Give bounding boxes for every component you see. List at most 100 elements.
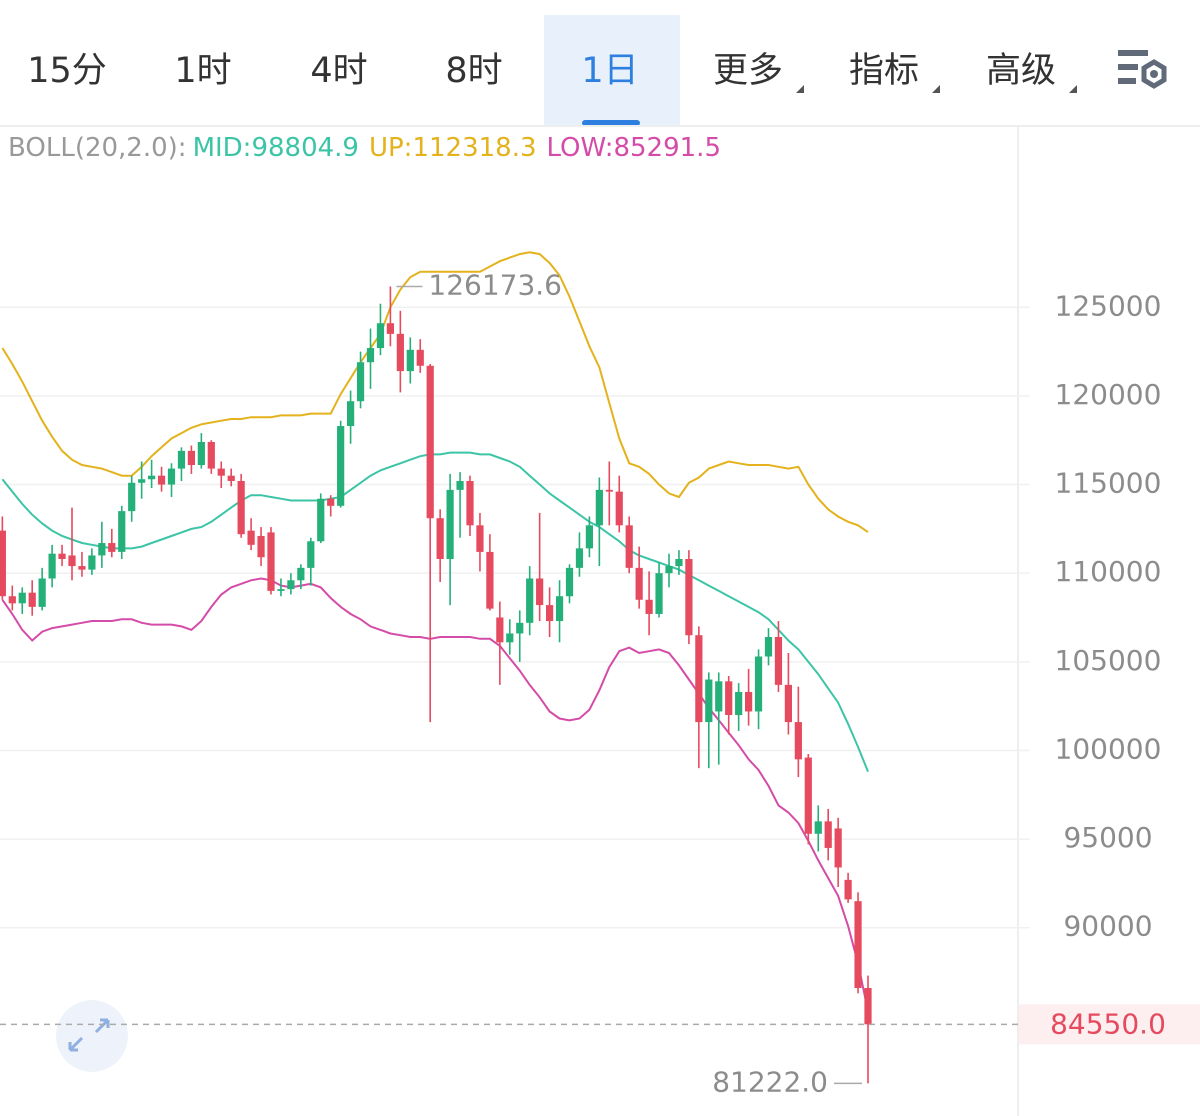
candle-body <box>605 489 613 492</box>
candle-body <box>665 566 673 574</box>
candle-body <box>217 468 225 476</box>
candle-body <box>446 489 454 559</box>
y-tick-label: 125000 <box>1055 289 1162 322</box>
candle-body <box>745 691 753 712</box>
band-line <box>1 251 869 533</box>
candle-body <box>456 481 464 490</box>
last-price-box <box>1019 1004 1200 1045</box>
candle-body <box>555 596 564 622</box>
candle-body <box>247 530 255 545</box>
high-label: 126173.6 <box>428 268 562 301</box>
tab-label[interactable]: 指标 <box>849 51 919 91</box>
candle-body <box>466 481 474 526</box>
candle-body <box>78 566 86 570</box>
candle-body <box>138 479 146 483</box>
tab-label[interactable]: 1日 <box>581 51 638 91</box>
expand-button[interactable] <box>56 1000 128 1072</box>
y-tick-label: 110000 <box>1055 555 1162 588</box>
candle-body <box>38 578 46 607</box>
tab-label[interactable]: 更多 <box>713 51 783 91</box>
candle-body <box>277 589 285 591</box>
settings-icon[interactable] <box>1118 50 1167 89</box>
band-line <box>1 577 869 1012</box>
candle-body <box>416 349 424 366</box>
candle-body <box>715 681 723 712</box>
candle-body <box>834 828 842 868</box>
candle-body <box>675 559 683 567</box>
candle-body <box>8 596 16 604</box>
candle-body <box>595 489 603 526</box>
y-tick-label: 120000 <box>1055 378 1162 411</box>
candle-body <box>148 475 156 480</box>
tab-label[interactable]: 15分 <box>27 51 107 91</box>
tab-label[interactable]: 高级 <box>986 51 1056 91</box>
candle-body <box>257 535 265 558</box>
candle-body <box>347 401 355 427</box>
candle-body <box>486 551 494 609</box>
y-tick-label: 90000 <box>1063 910 1152 943</box>
candle-body <box>396 333 404 372</box>
candle-body <box>506 633 514 643</box>
candle-body <box>864 988 872 1025</box>
candle-body <box>98 543 106 556</box>
candle-body <box>635 567 643 600</box>
candle-body <box>167 468 176 485</box>
candle-body <box>327 498 335 506</box>
candle-body <box>854 901 862 988</box>
candle-body <box>197 442 205 466</box>
candle-body <box>337 426 345 506</box>
low-label: 81222.0 <box>712 1065 828 1098</box>
candle-body <box>476 525 484 552</box>
candle-body <box>585 525 593 549</box>
tab-label[interactable]: 1时 <box>174 51 231 91</box>
dropdown-caret <box>932 85 940 93</box>
candle-body <box>227 475 235 481</box>
candle-body <box>536 578 544 606</box>
legend-item: LOW:85291.5 <box>547 133 721 163</box>
candle-body <box>754 656 763 712</box>
candle-body <box>814 821 822 834</box>
candle-body <box>128 482 136 512</box>
candle-body <box>436 518 444 559</box>
candle-body <box>625 525 633 568</box>
candle-body <box>784 684 792 723</box>
candle-body <box>735 691 743 715</box>
legend-item: UP:112318.3 <box>369 133 537 163</box>
y-tick-label: 100000 <box>1055 732 1162 765</box>
candle-body <box>267 532 275 591</box>
candle-body <box>307 541 315 568</box>
last-price-label: 84550.0 <box>1050 1007 1166 1040</box>
candle-body <box>844 879 852 900</box>
indicator-legend: BOLL(20,2.0): MID:98804.9 UP:112318.3 LOW:8… <box>8 133 721 163</box>
dropdown-caret <box>796 85 804 93</box>
tab-underline <box>582 120 640 126</box>
candle-body <box>58 553 66 559</box>
candle-body <box>794 722 802 760</box>
indicator-name: BOLL(20,2.0): <box>8 133 187 163</box>
candle-body <box>287 580 295 590</box>
candle-body <box>824 821 832 848</box>
candle-body <box>356 362 365 402</box>
candle-body <box>28 592 36 607</box>
candle-body <box>207 442 215 469</box>
candle-body <box>18 592 26 604</box>
candle-body <box>317 498 325 542</box>
candle-body <box>297 567 305 581</box>
candle-body <box>496 617 504 643</box>
tab-label[interactable]: 8时 <box>445 51 502 91</box>
candle-body <box>615 491 623 526</box>
candle-body <box>366 348 375 363</box>
tab-label[interactable]: 4时 <box>310 51 367 91</box>
tab-selected-bg <box>544 15 680 126</box>
candle-body <box>575 548 584 568</box>
band-line <box>1 451 869 772</box>
legend-item: MID:98804.9 <box>193 133 359 163</box>
candle-body <box>108 543 116 552</box>
candle-body <box>655 573 663 614</box>
candle-body <box>187 450 195 466</box>
candle-body <box>725 681 733 715</box>
candle-body <box>764 637 773 657</box>
candle-body <box>685 559 693 636</box>
